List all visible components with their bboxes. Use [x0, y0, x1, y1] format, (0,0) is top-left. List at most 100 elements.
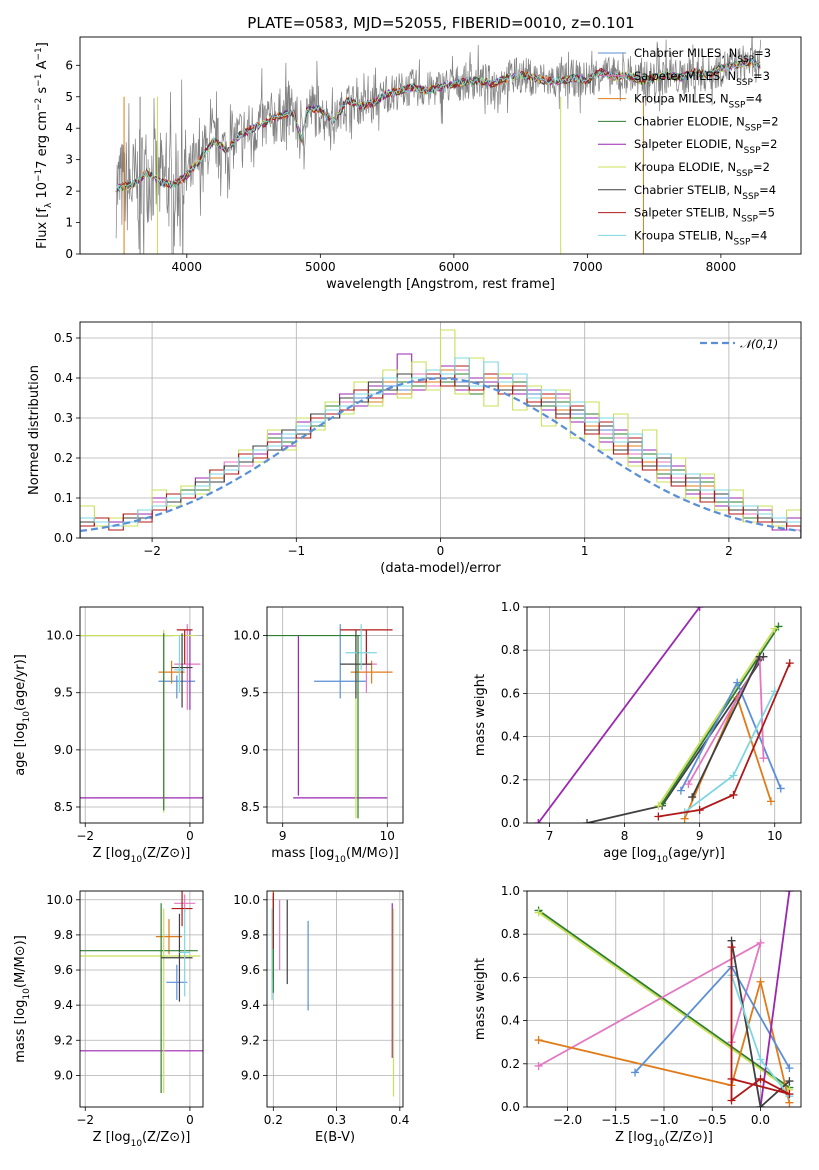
x-tick-label: −1.0: [649, 1113, 678, 1127]
axes-frame: [79, 606, 204, 824]
x-tick-label: 8: [621, 829, 629, 843]
x-axis-label: age [log10(age/yr)]: [603, 846, 725, 865]
y-tick-label: 9.0: [241, 1068, 260, 1082]
axes-frame: [526, 606, 802, 824]
series-line: [534, 607, 704, 823]
x-axis-label: Z [log10(Z/Z⊙)]: [93, 1130, 191, 1149]
plus-marker: [684, 780, 693, 789]
x-tick-label: 10: [380, 829, 395, 843]
series-line: [727, 943, 794, 1105]
y-tick-label: 9.0: [54, 743, 73, 757]
x-tick-label: 0: [186, 829, 194, 843]
axes-frame: [266, 890, 404, 1108]
y-tick-label: 3: [65, 153, 73, 167]
y-tick-label: 0.2: [54, 451, 73, 465]
y-tick-label: 9.4: [241, 998, 260, 1012]
y-tick-label: 0.2: [501, 1057, 520, 1071]
x-tick-label: −2: [76, 1113, 94, 1127]
y-tick-label: 10.0: [46, 629, 73, 643]
series-path: [759, 891, 791, 1107]
x-tick-label: 9: [279, 829, 287, 843]
plus-marker: [695, 607, 704, 611]
x-tick-label: 1: [581, 544, 589, 558]
chart-mass-weight-vs-age: 7 8 9 10 0.0 0.2 0.4 0.6 0.8 1.0 age [log10(age/yr…: [473, 600, 802, 865]
y-axis-label: mass weight: [473, 674, 488, 756]
legend-entry: Kroupa MILES, NSSP=4: [634, 92, 762, 111]
x-tick-label: 4000: [172, 260, 203, 274]
y-tick-label: 9.6: [54, 963, 73, 977]
x-tick-label: 0.4: [390, 1113, 409, 1127]
y-tick-label: 8.5: [241, 800, 260, 814]
series-line: [583, 652, 768, 823]
plus-marker: [785, 1090, 794, 1099]
legend-entry: 𝒩(0,1): [740, 337, 778, 351]
data-point: [155, 919, 183, 955]
plot-area: [271, 891, 395, 1097]
y-tick-label: 6: [65, 58, 73, 72]
x-tick-label: 8000: [706, 260, 737, 274]
plus-marker: [785, 1077, 794, 1086]
y-tick-label: 0.3: [54, 411, 73, 425]
x-tick-label: 7: [546, 829, 554, 843]
plus-marker: [583, 819, 592, 823]
y-tick-label: 10.0: [46, 893, 73, 907]
plus-marker: [759, 754, 768, 763]
figure-title: PLATE=0583, MJD=52055, FIBERID=0010, z=0…: [247, 14, 634, 32]
x-axis-label: E(B-V): [315, 1130, 355, 1145]
x-tick-label: −0.5: [698, 1113, 727, 1127]
legend-entry: Salpeter MILES, NSSP=3: [634, 69, 770, 88]
y-tick-label: 9.2: [54, 1033, 73, 1047]
plus-marker: [729, 771, 738, 780]
plus-marker: [756, 977, 765, 986]
x-tick-label: 10: [767, 829, 782, 843]
y-tick-label: 0.6: [501, 970, 520, 984]
y-axis-label: mass weight: [473, 958, 488, 1040]
x-axis-label: Z [log10(Z/Z⊙)]: [615, 1130, 713, 1149]
y-axis-label: Normed distribution: [27, 365, 42, 495]
y-tick-label: 9.6: [241, 963, 260, 977]
plus-marker: [534, 819, 543, 823]
chart-mass-vs-Z: −2 0 9.0 9.2 9.4 9.6 9.8 10.0 Z [log10(Z/Z⊙)] mas…: [13, 890, 204, 1149]
plus-marker: [676, 786, 685, 795]
series-line: [654, 659, 794, 821]
y-tick-label: 9.8: [241, 928, 260, 942]
series-line: [654, 624, 779, 810]
x-tick-label: 0.0: [751, 1113, 770, 1127]
legend-entry: Salpeter ELODIE, NSSP=2: [634, 137, 777, 156]
chart-mass-weight-vs-Z: −2.0 −1.5 −1.0 −0.5 0.0 0.0 0.2 0.4 0.6 0.8 1.0 Z […: [473, 884, 802, 1149]
x-tick-label: 2: [725, 544, 733, 558]
chart-spectrum: 4000 5000 6000 7000 8000 0 1 2 3 4 5 6 wavelength [A…: [34, 36, 802, 292]
y-axis-label: Flux [fλ 10−17 erg cm−2 s−1 A−1]: [34, 42, 54, 249]
series-path: [658, 662, 791, 818]
plus-marker: [654, 801, 663, 810]
x-tick-label: −2: [76, 829, 94, 843]
legend-entry: Chabrier MILES, NSSP=3: [634, 46, 771, 65]
plus-marker: [785, 891, 794, 895]
y-tick-label: 2: [65, 184, 73, 198]
plus-marker: [534, 908, 543, 917]
x-axis-label: Z [log10(Z/Z⊙)]: [93, 846, 191, 865]
y-tick-label: 5: [65, 90, 73, 104]
data-point: [179, 908, 190, 997]
y-axis-label: mass [log10(M/M⊙)]: [13, 935, 32, 1063]
y-tick-label: 8.5: [54, 800, 73, 814]
y-tick-label: 9.8: [54, 928, 73, 942]
x-tick-label: −2.0: [553, 1113, 582, 1127]
data-point: [340, 629, 393, 665]
chart-age-vs-Z: −2 0 8.5 9.0 9.5 10.0 Z [log10(Z/Z⊙)] age [log1…: [13, 606, 204, 865]
x-tick-label: 0.2: [264, 1113, 283, 1127]
histogram-step: [80, 357, 801, 538]
x-tick-label: −1: [287, 544, 305, 558]
plus-marker: [776, 784, 785, 793]
legend-entry: Chabrier ELODIE, NSSP=2: [634, 114, 779, 133]
y-tick-label: 0.6: [501, 686, 520, 700]
x-axis-label: mass [log10(M/M⊙)]: [271, 846, 399, 865]
normal-curve: [80, 377, 801, 533]
y-tick-label: 0.0: [501, 816, 520, 830]
series-path: [537, 607, 701, 823]
chart-mass-vs-EBV: 0.2 0.3 0.4 9.0 9.2 9.4 9.6 9.8 10.0 E(B-V): [233, 890, 409, 1145]
plus-marker: [631, 1068, 640, 1077]
x-tick-label: −2: [143, 544, 161, 558]
data-point: [158, 675, 196, 699]
